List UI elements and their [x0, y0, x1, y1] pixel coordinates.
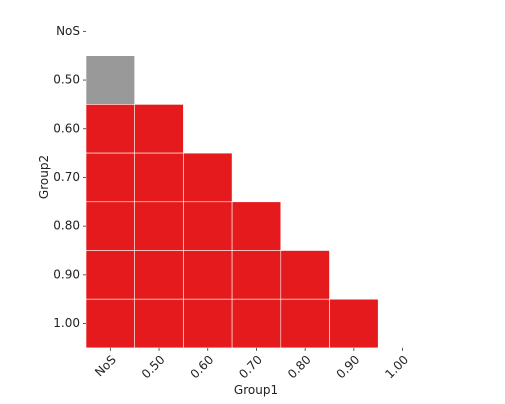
heatmap-cell — [85, 250, 136, 300]
heatmap-cell — [231, 201, 282, 251]
heatmap-cell — [134, 201, 184, 251]
heatmap-cell — [183, 201, 233, 251]
heatmap-cell — [183, 250, 233, 300]
y-axis-label: Group2 — [37, 155, 51, 199]
y-tick-label: 0.80 — [53, 219, 80, 233]
x-tick-label: 0.90 — [334, 353, 363, 382]
x-tick-label: NoS — [92, 353, 119, 380]
heatmap-cell — [85, 152, 136, 203]
heatmap-cell — [231, 250, 282, 300]
heatmap-cell — [183, 298, 233, 349]
heatmap-cell — [280, 250, 330, 300]
y-tick-label: 1.00 — [53, 316, 80, 330]
x-tick-label: 1.00 — [382, 353, 411, 382]
x-tick-label: 0.60 — [188, 353, 217, 382]
heatmap-cell — [85, 298, 136, 349]
heatmap-cell — [134, 298, 184, 349]
y-tick-label: NoS — [56, 24, 80, 38]
heatmap-cell — [85, 55, 136, 105]
y-axis-ticks: NoS 0.50 0.60 0.70 0.80 0.90 1.00 — [53, 24, 86, 330]
heatmap-cell — [231, 298, 282, 349]
x-tick-label: 0.80 — [285, 353, 314, 382]
heatmap-cell — [280, 298, 330, 349]
heatmap-cell — [85, 104, 136, 154]
heatmap-cell — [85, 201, 136, 251]
y-tick-label: 0.90 — [53, 267, 80, 281]
y-tick-label: 0.70 — [53, 170, 80, 184]
x-tick-label: 0.50 — [139, 353, 168, 382]
x-axis-ticks: NoS 0.50 0.60 0.70 0.80 0.90 1.00 — [92, 347, 411, 382]
heatmap-cell — [183, 152, 233, 203]
heatmap-cell — [329, 298, 379, 349]
y-tick-label: 0.60 — [53, 121, 80, 135]
heatmap-cell — [134, 152, 184, 203]
y-tick-label: 0.50 — [53, 73, 80, 87]
heatmap-cells — [85, 55, 379, 349]
heatmap-cell — [134, 250, 184, 300]
x-axis-label: Group1 — [234, 383, 278, 397]
x-tick-label: 0.70 — [236, 353, 265, 382]
heatmap-cell — [134, 104, 184, 154]
